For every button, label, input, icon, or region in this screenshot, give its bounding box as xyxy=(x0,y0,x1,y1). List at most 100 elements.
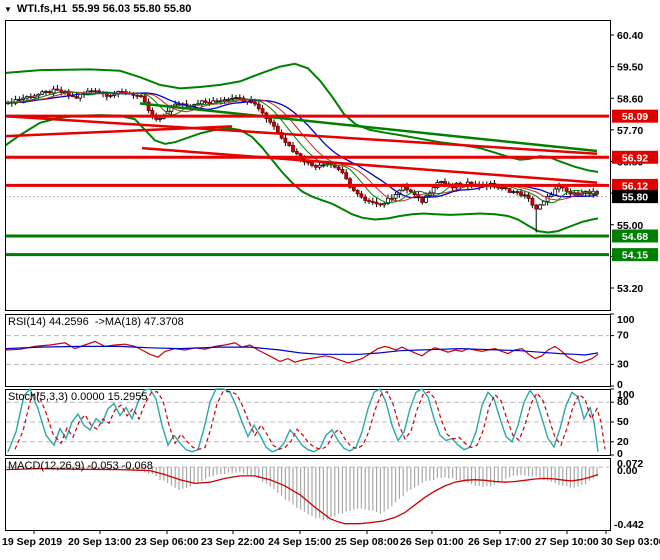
price-badge xyxy=(612,190,658,204)
candle-body xyxy=(207,101,212,104)
candle-body xyxy=(89,90,94,93)
macd-tick-bottom: -0.442 xyxy=(614,519,644,531)
stoch-tick-label: 0 xyxy=(617,448,623,460)
candle-body xyxy=(294,151,299,155)
stoch-tick-label: 20 xyxy=(617,436,629,448)
symbol-dropdown-icon[interactable]: ▼ xyxy=(4,4,12,14)
candle-body xyxy=(336,166,341,170)
date-label: 25 Sep 08:00 xyxy=(335,536,399,548)
candle-body xyxy=(283,137,288,143)
candle-body xyxy=(549,194,554,197)
price-badge-label: 56.92 xyxy=(622,152,648,164)
chart-title: ▼ WTI.fs,H1 55.99 56.03 55.80 55.80 xyxy=(4,3,191,15)
candle-body xyxy=(135,94,140,97)
price-tick-label: 60.40 xyxy=(617,30,643,42)
candle-body xyxy=(260,108,265,114)
candle-body xyxy=(310,161,314,166)
candle-body xyxy=(317,164,322,168)
date-label: 23 Sep 06:00 xyxy=(135,536,199,548)
candle-body xyxy=(25,96,29,99)
candle-body xyxy=(560,186,565,189)
price-badge xyxy=(612,109,658,123)
candle-body xyxy=(443,180,447,185)
candle-body xyxy=(405,186,409,191)
price-badge xyxy=(612,150,658,164)
candle-body xyxy=(511,191,516,193)
candle-body xyxy=(32,95,37,98)
candle-body xyxy=(534,204,539,210)
candle-body xyxy=(139,95,143,97)
date-label: 20 Sep 13:00 xyxy=(68,536,132,548)
symbol-label: WTI.fs,H1 xyxy=(16,3,68,15)
candle-body xyxy=(237,97,242,100)
candle-body xyxy=(351,186,356,191)
price-badge-label: 54.68 xyxy=(622,231,648,243)
candle-body xyxy=(253,102,257,105)
candle-body xyxy=(439,180,444,184)
trendline xyxy=(141,146,598,184)
candle-body xyxy=(401,186,406,191)
candle-body xyxy=(112,93,117,96)
candle-body xyxy=(44,91,48,93)
candle-body xyxy=(564,187,569,192)
date-label: 24 Sep 15:00 xyxy=(268,536,332,548)
candle-body xyxy=(268,118,273,123)
stoch-label: Stoch(5,3,3) 0.0000 15.2955 xyxy=(8,391,148,403)
price-badge-label: 56.12 xyxy=(622,180,648,192)
candle-body xyxy=(321,164,326,167)
candle-body xyxy=(557,186,561,190)
candle-body xyxy=(108,94,113,97)
candle-body xyxy=(275,125,280,133)
candle-body xyxy=(199,100,204,105)
candle-body xyxy=(142,95,147,103)
candle-body xyxy=(97,90,102,93)
candle-body xyxy=(526,194,531,199)
price-tick-label: 57.70 xyxy=(617,125,643,137)
candle-body xyxy=(530,198,535,206)
candle-body xyxy=(287,142,292,146)
price-badge-label: 58.09 xyxy=(622,111,648,123)
candle-body xyxy=(203,100,208,103)
rsi-tick-label: 100 xyxy=(617,314,635,326)
candle-body xyxy=(363,196,368,201)
price-badge xyxy=(612,248,658,262)
date-label: 19 Sep 2019 xyxy=(2,536,62,548)
candle-body xyxy=(28,96,33,99)
macd-label: MACD(12,26,9) -0.053 -0.068 xyxy=(8,460,153,472)
candle-body xyxy=(370,201,375,203)
candle-body xyxy=(272,121,276,127)
trendline xyxy=(139,102,598,153)
candle-body xyxy=(579,192,584,196)
candle-body xyxy=(538,204,542,210)
candle-body xyxy=(93,90,98,93)
candle-body xyxy=(382,203,387,206)
candle-body xyxy=(78,94,83,99)
candle-body xyxy=(367,200,371,202)
candle-body xyxy=(215,100,219,103)
candle-body xyxy=(572,192,577,195)
candle-body xyxy=(47,91,52,94)
candle-body xyxy=(51,88,56,94)
candle-body xyxy=(507,188,512,193)
candle-body xyxy=(359,193,364,198)
candle-body xyxy=(146,101,151,111)
candle-body xyxy=(226,98,231,101)
candle-body xyxy=(291,145,295,152)
trendline xyxy=(6,125,233,138)
price-badge-label: 55.80 xyxy=(622,192,648,204)
candle-body xyxy=(230,97,235,100)
ohlc-values: 55.99 56.03 55.80 55.80 xyxy=(72,3,192,15)
candle-body xyxy=(374,201,379,205)
rsi-tick-label: 30 xyxy=(617,358,629,370)
trendline xyxy=(6,114,598,156)
date-label: 23 Sep 22:00 xyxy=(201,536,265,548)
candle-body xyxy=(348,178,352,188)
candle-body xyxy=(313,165,318,168)
date-label: 26 Sep 01:00 xyxy=(400,536,464,548)
stoch-k-line xyxy=(7,387,599,453)
rsi-tick-label: 70 xyxy=(617,330,629,342)
rsi-tick-label: 0 xyxy=(617,379,623,391)
price-badge xyxy=(612,178,658,192)
